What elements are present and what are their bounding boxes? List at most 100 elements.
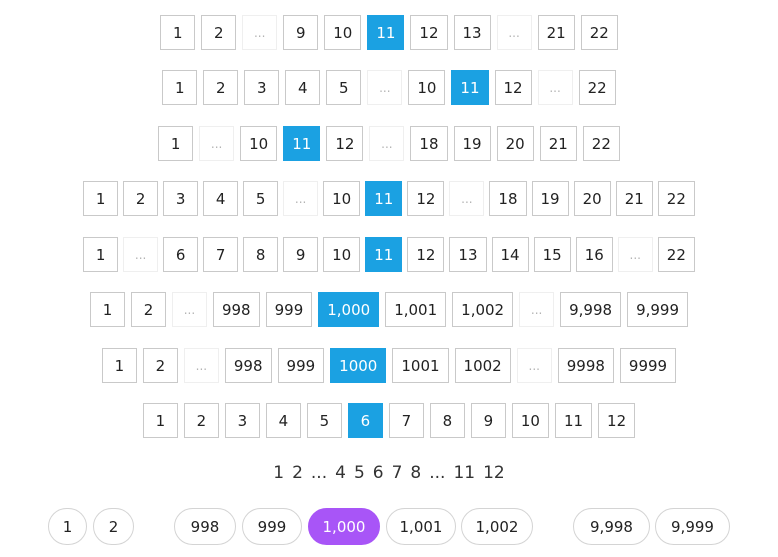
page-link-11[interactable]: 11 [453, 463, 476, 483]
page-button-3[interactable]: 3 [224, 403, 260, 438]
page-link-2[interactable]: 2 [292, 463, 303, 483]
page-button-1[interactable]: 1 [160, 15, 196, 50]
page-button-8[interactable]: 8 [243, 237, 279, 272]
page-link-6[interactable]: 6 [372, 463, 384, 483]
page-button-12[interactable]: 12 [410, 15, 448, 50]
page-button-998[interactable]: 998 [212, 292, 260, 327]
pill-page-9999[interactable]: 9,999 [655, 508, 730, 545]
page-button-6[interactable]: 6 [163, 237, 199, 272]
page-button-10[interactable]: 10 [511, 403, 549, 438]
page-button-20[interactable]: 20 [573, 181, 611, 216]
page-link-5[interactable]: 5 [353, 463, 365, 483]
page-button-22[interactable]: 22 [578, 70, 616, 105]
page-button-21[interactable]: 21 [537, 15, 575, 50]
page-button-12[interactable]: 12 [598, 403, 636, 438]
page-button-22[interactable]: 22 [582, 126, 620, 161]
page-button-16[interactable]: 16 [575, 237, 613, 272]
page-button-9[interactable]: 9 [283, 15, 319, 50]
pill-page-2[interactable]: 2 [93, 508, 134, 545]
page-button-19[interactable]: 19 [531, 181, 569, 216]
page-button-1001[interactable]: 1,001 [385, 292, 447, 327]
page-button-999[interactable]: 999 [277, 348, 325, 383]
page-button-1[interactable]: 1 [162, 70, 198, 105]
page-button-12[interactable]: 12 [407, 237, 445, 272]
page-button-2[interactable]: 2 [142, 348, 178, 383]
page-link-4[interactable]: 4 [335, 463, 346, 483]
page-button-9999[interactable]: 9999 [619, 348, 677, 383]
page-button-1[interactable]: 1 [83, 237, 119, 272]
page-button-1[interactable]: 1 [142, 403, 178, 438]
page-button-4[interactable]: 4 [203, 181, 239, 216]
page-button-9998[interactable]: 9,998 [560, 292, 622, 327]
page-button-1002[interactable]: 1002 [454, 348, 511, 383]
page-button-2[interactable]: 2 [183, 403, 219, 438]
page-button-21[interactable]: 21 [615, 181, 653, 216]
page-button-5[interactable]: 5 [326, 70, 362, 105]
page-button-1001[interactable]: 1001 [392, 348, 449, 383]
page-button-19[interactable]: 19 [453, 126, 491, 161]
page-button-18[interactable]: 18 [489, 181, 527, 216]
page-button-22[interactable]: 22 [580, 15, 618, 50]
pill-page-9998[interactable]: 9,998 [573, 508, 650, 545]
page-button-18[interactable]: 18 [410, 126, 448, 161]
page-link-1[interactable]: 1 [273, 463, 285, 483]
page-button-14[interactable]: 14 [491, 237, 529, 272]
pill-page-1002[interactable]: 1,002 [461, 508, 533, 545]
pill-page-999[interactable]: 999 [242, 508, 302, 545]
page-button-12[interactable]: 12 [326, 126, 364, 161]
page-button-4[interactable]: 4 [285, 70, 321, 105]
page-button-8[interactable]: 8 [429, 403, 465, 438]
page-button-1[interactable]: 1 [83, 181, 119, 216]
page-button-3[interactable]: 3 [244, 70, 280, 105]
page-button-10[interactable]: 10 [408, 70, 446, 105]
page-button-999[interactable]: 999 [265, 292, 313, 327]
page-button-1000-current[interactable]: 1,000 [318, 292, 380, 327]
page-button-9998[interactable]: 9998 [557, 348, 614, 383]
page-button-10[interactable]: 10 [323, 237, 361, 272]
page-button-13[interactable]: 13 [449, 237, 487, 272]
page-button-10[interactable]: 10 [324, 15, 362, 50]
page-button-9[interactable]: 9 [283, 237, 319, 272]
pill-page-1001[interactable]: 1,001 [386, 508, 456, 545]
page-button-1[interactable]: 1 [101, 348, 137, 383]
page-link-7[interactable]: 7 [391, 463, 403, 483]
page-button-9999[interactable]: 9,999 [627, 292, 689, 327]
page-button-20[interactable]: 20 [496, 126, 534, 161]
page-button-10[interactable]: 10 [240, 126, 278, 161]
page-button-998[interactable]: 998 [224, 348, 272, 383]
page-button-1002[interactable]: 1,002 [452, 292, 514, 327]
page-button-22[interactable]: 22 [657, 237, 695, 272]
page-button-11-current[interactable]: 11 [283, 126, 321, 161]
page-button-1000-current[interactable]: 1000 [330, 348, 387, 383]
page-button-13[interactable]: 13 [453, 15, 491, 50]
page-button-12[interactable]: 12 [494, 70, 532, 105]
page-button-7[interactable]: 7 [203, 237, 239, 272]
page-button-1[interactable]: 1 [89, 292, 125, 327]
page-button-15[interactable]: 15 [533, 237, 571, 272]
page-button-11-current[interactable]: 11 [365, 181, 403, 216]
page-button-11-current[interactable]: 11 [367, 15, 405, 50]
page-link-12[interactable]: 12 [483, 463, 505, 483]
page-button-11-current[interactable]: 11 [451, 70, 489, 105]
pill-page-998[interactable]: 998 [174, 508, 236, 545]
page-button-2[interactable]: 2 [123, 181, 159, 216]
page-button-6-current[interactable]: 6 [347, 403, 383, 438]
page-button-9[interactable]: 9 [470, 403, 506, 438]
page-button-5[interactable]: 5 [306, 403, 342, 438]
pill-page-1000-current[interactable]: 1,000 [308, 508, 380, 545]
page-button-2[interactable]: 2 [201, 15, 237, 50]
pill-page-1[interactable]: 1 [48, 508, 87, 545]
page-button-4[interactable]: 4 [265, 403, 301, 438]
page-button-3[interactable]: 3 [163, 181, 199, 216]
page-button-11[interactable]: 11 [554, 403, 593, 438]
page-button-22[interactable]: 22 [657, 181, 695, 216]
page-button-5[interactable]: 5 [243, 181, 279, 216]
page-button-21[interactable]: 21 [539, 126, 577, 161]
page-button-11-current[interactable]: 11 [365, 237, 403, 272]
page-link-8[interactable]: 8 [410, 463, 422, 483]
page-button-2[interactable]: 2 [130, 292, 166, 327]
page-button-2[interactable]: 2 [203, 70, 239, 105]
page-button-10[interactable]: 10 [323, 181, 361, 216]
page-button-7[interactable]: 7 [388, 403, 424, 438]
page-button-1[interactable]: 1 [158, 126, 194, 161]
